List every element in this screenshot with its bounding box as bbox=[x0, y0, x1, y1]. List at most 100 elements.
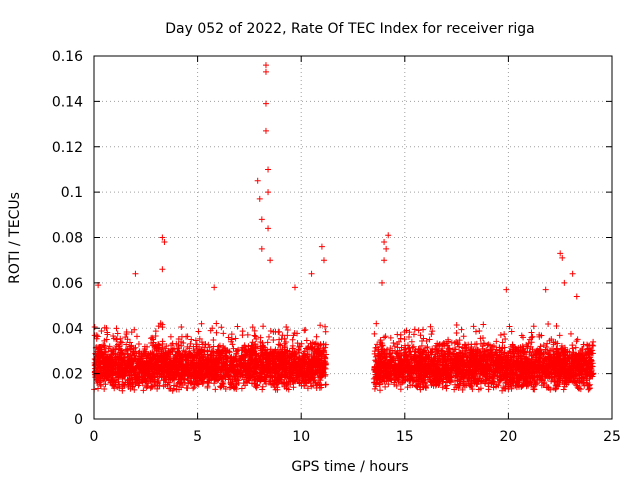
data-point bbox=[272, 369, 279, 376]
data-point bbox=[133, 333, 140, 340]
data-point bbox=[110, 332, 117, 339]
data-point bbox=[380, 351, 387, 358]
data-point bbox=[101, 324, 108, 331]
data-point bbox=[420, 326, 427, 333]
data-point bbox=[128, 358, 135, 365]
data-point bbox=[408, 338, 415, 345]
data-point bbox=[175, 359, 182, 366]
data-point bbox=[146, 375, 153, 382]
data-point bbox=[234, 323, 241, 330]
data-point bbox=[220, 330, 227, 337]
data-point bbox=[179, 382, 186, 389]
data-point bbox=[316, 372, 323, 379]
data-point bbox=[120, 381, 127, 388]
data-point bbox=[252, 333, 259, 340]
data-point bbox=[264, 346, 271, 353]
data-point bbox=[171, 361, 178, 368]
data-point bbox=[387, 334, 394, 341]
data-point bbox=[151, 373, 158, 380]
data-point bbox=[292, 358, 299, 365]
data-point bbox=[131, 372, 138, 379]
data-point bbox=[245, 343, 252, 350]
data-point bbox=[95, 361, 102, 368]
data-point bbox=[222, 352, 229, 359]
data-point bbox=[389, 347, 396, 354]
data-point bbox=[417, 386, 424, 393]
data-point bbox=[210, 337, 217, 344]
data-point bbox=[165, 348, 172, 355]
data-point bbox=[134, 371, 141, 378]
data-point bbox=[118, 339, 125, 346]
data-point bbox=[203, 358, 210, 365]
data-point bbox=[267, 327, 274, 334]
data-point bbox=[411, 377, 418, 384]
data-point bbox=[262, 358, 269, 365]
data-point bbox=[228, 331, 235, 338]
data-point bbox=[184, 385, 191, 392]
data-point bbox=[156, 382, 163, 389]
data-point bbox=[188, 336, 195, 343]
data-point bbox=[458, 326, 465, 333]
data-point bbox=[321, 349, 328, 356]
data-point bbox=[199, 365, 206, 372]
data-point bbox=[116, 343, 123, 350]
data-point bbox=[560, 386, 567, 393]
data-point bbox=[97, 381, 104, 388]
data-point bbox=[296, 379, 303, 386]
data-point bbox=[99, 351, 106, 358]
data-point bbox=[235, 366, 242, 373]
data-point bbox=[200, 370, 207, 377]
data-point bbox=[278, 360, 285, 367]
data-point bbox=[184, 368, 191, 375]
data-point bbox=[258, 369, 265, 376]
data-point bbox=[160, 364, 167, 371]
data-point bbox=[184, 343, 191, 350]
data-point bbox=[480, 321, 487, 328]
data-point bbox=[518, 332, 525, 339]
data-point bbox=[486, 342, 493, 349]
data-point bbox=[278, 336, 285, 343]
data-point bbox=[113, 325, 120, 332]
data-point bbox=[155, 341, 162, 348]
data-point bbox=[470, 323, 477, 330]
data-point bbox=[264, 339, 271, 346]
data-point bbox=[264, 354, 271, 361]
data-point bbox=[134, 357, 141, 364]
data-point bbox=[493, 346, 500, 353]
data-point bbox=[267, 372, 274, 379]
data-point bbox=[427, 323, 434, 330]
data-point bbox=[410, 331, 417, 338]
data-point bbox=[210, 374, 217, 381]
data-point bbox=[192, 337, 199, 344]
data-point bbox=[195, 369, 202, 376]
data-point bbox=[174, 370, 181, 377]
data-point bbox=[392, 348, 399, 355]
data-point bbox=[235, 346, 242, 353]
data-point bbox=[276, 349, 283, 356]
data-point bbox=[415, 346, 422, 353]
data-point bbox=[147, 385, 154, 392]
data-point bbox=[544, 340, 551, 347]
data-point bbox=[154, 385, 161, 392]
data-point bbox=[174, 380, 181, 387]
data-point bbox=[215, 343, 222, 350]
data-point bbox=[124, 346, 131, 353]
data-point bbox=[215, 355, 222, 362]
grid-lines bbox=[94, 56, 612, 419]
data-point bbox=[133, 364, 140, 371]
data-point bbox=[322, 328, 329, 335]
data-point bbox=[247, 368, 254, 375]
data-point bbox=[310, 374, 317, 381]
data-point bbox=[382, 383, 389, 390]
data-point bbox=[180, 347, 187, 354]
data-point bbox=[553, 322, 560, 329]
data-point bbox=[251, 327, 258, 334]
data-point bbox=[240, 365, 247, 372]
data-point bbox=[226, 366, 233, 373]
data-point bbox=[556, 332, 563, 339]
data-point bbox=[373, 320, 380, 327]
data-point bbox=[315, 357, 322, 364]
data-point bbox=[148, 335, 155, 342]
data-point bbox=[377, 387, 384, 394]
data-point bbox=[390, 339, 397, 346]
